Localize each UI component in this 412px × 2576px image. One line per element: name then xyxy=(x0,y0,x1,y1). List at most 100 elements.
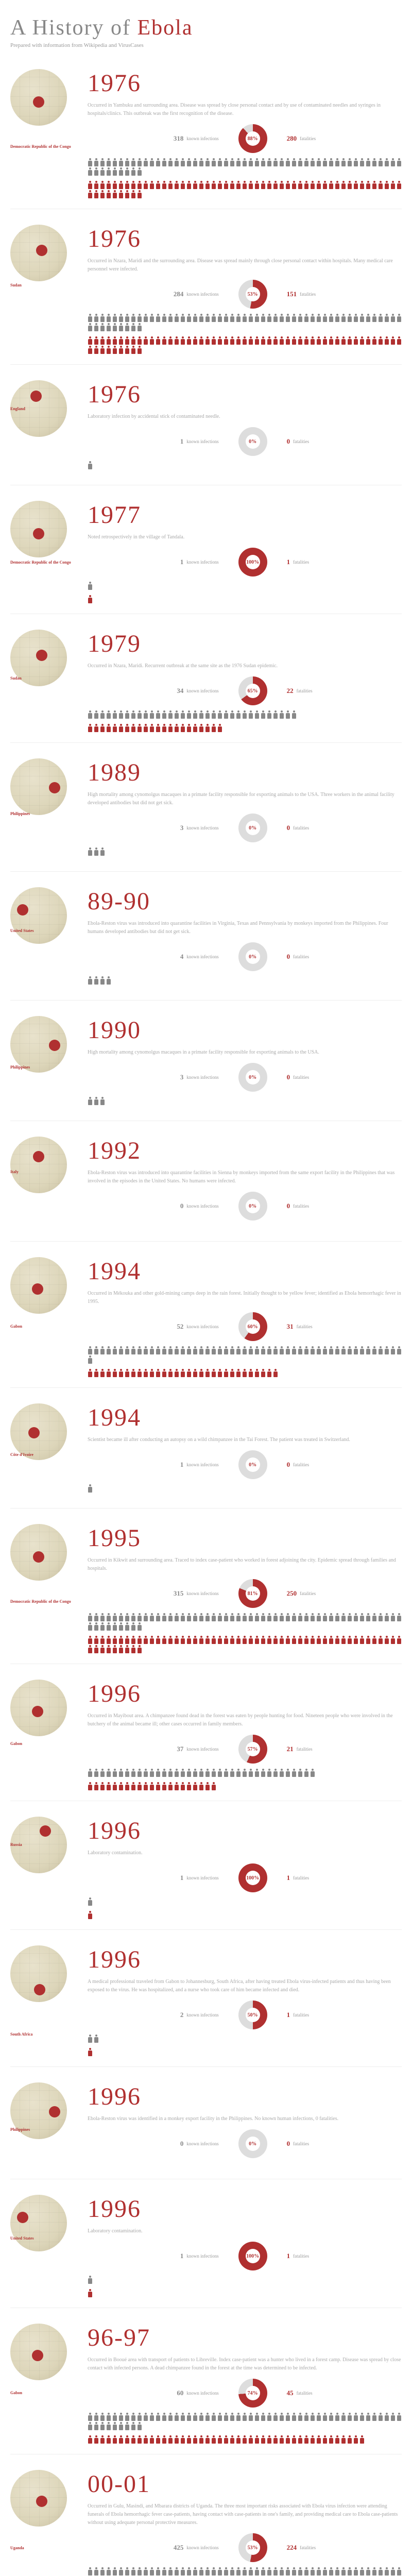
person-death-icon xyxy=(100,1645,105,1653)
person-death-icon xyxy=(347,1636,352,1644)
death-icons xyxy=(88,1911,402,1919)
fatality-pct: 0% xyxy=(238,1063,267,1092)
person-death-icon xyxy=(100,346,105,354)
person-death-icon xyxy=(149,2435,154,2444)
person-infection-icon xyxy=(267,2413,272,2421)
globe-column: Philippines xyxy=(10,2082,77,2168)
person-death-icon xyxy=(372,1636,377,1644)
person-infection-icon xyxy=(106,323,111,331)
person-infection-icon xyxy=(372,1346,377,1354)
person-death-icon xyxy=(335,181,340,189)
person-infection-icon xyxy=(329,314,334,322)
location-dot xyxy=(30,391,42,402)
outbreak-entry: Gabon 1996 Occurred in Mayibout area. A … xyxy=(10,1680,402,1801)
person-infection-icon xyxy=(137,1769,142,1777)
infections-value: 315 xyxy=(174,1589,184,1598)
deaths-value: 0 xyxy=(287,2140,290,2148)
person-infection-icon xyxy=(125,710,130,719)
person-infection-icon xyxy=(273,158,278,166)
person-infection-icon xyxy=(143,2413,148,2421)
info-column: 1996 Laboratory contamination. 1 known i… xyxy=(77,1817,402,1919)
person-infection-icon xyxy=(285,1613,290,1621)
fatality-donut: 81% xyxy=(238,1579,267,1608)
person-death-icon xyxy=(137,1369,142,1377)
person-death-icon xyxy=(359,336,365,345)
person-infection-icon xyxy=(199,710,204,719)
person-infection-icon xyxy=(329,158,334,166)
person-infection-icon xyxy=(242,1613,247,1621)
location-dot xyxy=(36,2496,47,2507)
person-infection-icon xyxy=(118,1622,124,1631)
person-infection-icon xyxy=(248,314,253,322)
stat-deaths: 31 fatalities xyxy=(287,1323,313,1331)
person-infection-icon xyxy=(242,1346,247,1354)
person-death-icon xyxy=(248,1636,253,1644)
info-column: 1990 High mortality among cynomolgus mac… xyxy=(77,1016,402,1110)
person-infection-icon xyxy=(236,2567,241,2575)
person-death-icon xyxy=(106,1636,111,1644)
person-death-icon xyxy=(162,1369,167,1377)
stat-deaths: 280 fatalities xyxy=(287,134,316,143)
death-icons xyxy=(88,595,402,603)
location-label: Democratic Republic of the Congo xyxy=(10,1599,71,1604)
person-infection-icon xyxy=(254,1613,260,1621)
person-death-icon xyxy=(261,1369,266,1377)
person-infection-icon xyxy=(94,976,99,985)
person-infection-icon xyxy=(180,1613,185,1621)
person-death-icon xyxy=(298,2435,303,2444)
person-death-icon xyxy=(366,1636,371,1644)
person-death-icon xyxy=(341,336,346,345)
infections-label: known infections xyxy=(186,1875,218,1880)
stat-infections: 34 known infections xyxy=(177,687,218,695)
person-infection-icon xyxy=(254,1346,260,1354)
globe xyxy=(10,1016,67,1073)
person-infection-icon xyxy=(211,1346,216,1354)
stat-deaths: 1 fatalities xyxy=(287,2252,310,2260)
person-infection-icon xyxy=(88,158,93,166)
person-infection-icon xyxy=(353,1346,358,1354)
person-death-icon xyxy=(112,2435,117,2444)
person-death-icon xyxy=(168,2435,173,2444)
person-infection-icon xyxy=(390,2567,396,2575)
person-infection-icon xyxy=(291,1769,297,1777)
person-death-icon xyxy=(88,346,93,354)
person-infection-icon xyxy=(224,1346,229,1354)
person-infection-icon xyxy=(156,314,161,322)
person-death-icon xyxy=(353,1636,358,1644)
stats-row: 0 known infections 0% 0 fatalities xyxy=(88,1192,402,1221)
person-death-icon xyxy=(359,2435,365,2444)
location-label: Philippines xyxy=(10,1065,30,1070)
person-infection-icon xyxy=(390,2413,396,2421)
person-infection-icon xyxy=(106,976,111,985)
person-infection-icon xyxy=(162,314,167,322)
person-infection-icon xyxy=(359,2567,365,2575)
person-infection-icon xyxy=(199,314,204,322)
person-death-icon xyxy=(186,724,192,732)
person-death-icon xyxy=(156,1782,161,1790)
person-infection-icon xyxy=(359,158,365,166)
stat-deaths: 151 fatalities xyxy=(287,290,316,298)
person-death-icon xyxy=(267,1636,272,1644)
person-infection-icon xyxy=(230,2413,235,2421)
person-death-icon xyxy=(273,1636,278,1644)
deaths-label: fatalities xyxy=(293,954,309,959)
info-column: 96-97 Occurred in Booué area with transp… xyxy=(77,2324,402,2444)
fatality-pct: 60% xyxy=(238,1312,267,1341)
stat-deaths: 0 fatalities xyxy=(287,953,310,961)
person-infection-icon xyxy=(248,1346,253,1354)
deaths-label: fatalities xyxy=(300,292,316,297)
person-infection-icon xyxy=(298,1769,303,1777)
person-infection-icon xyxy=(112,710,117,719)
person-death-icon xyxy=(112,346,117,354)
person-death-icon xyxy=(217,336,222,345)
person-death-icon xyxy=(384,181,389,189)
person-death-icon xyxy=(390,181,396,189)
person-infection-icon xyxy=(304,2413,309,2421)
person-death-icon xyxy=(316,181,321,189)
fatality-pct: 53% xyxy=(238,2533,267,2562)
person-death-icon xyxy=(112,1782,117,1790)
person-infection-icon xyxy=(193,314,198,322)
location-label: Sudan xyxy=(10,676,22,681)
outbreak-desc: Noted retrospectively in the village of … xyxy=(88,533,402,541)
person-infection-icon xyxy=(261,314,266,322)
